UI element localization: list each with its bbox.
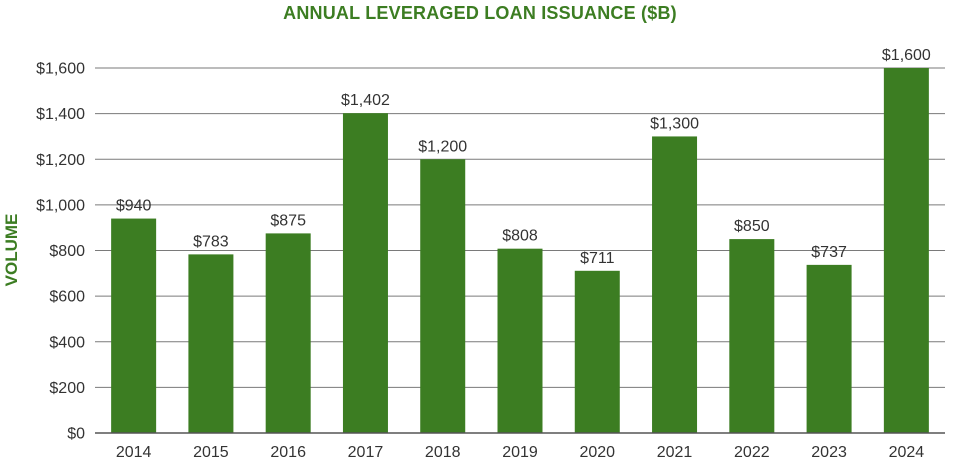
- x-tick-label: 2023: [811, 444, 847, 461]
- bar: [420, 159, 466, 433]
- x-tick-label: 2017: [348, 444, 384, 461]
- data-label: $737: [811, 244, 847, 261]
- bar: [652, 136, 698, 433]
- y-tick-label: $200: [49, 380, 85, 397]
- data-label: $875: [270, 212, 306, 229]
- y-tick-label: $1,600: [36, 61, 85, 78]
- data-label: $808: [502, 228, 538, 245]
- y-tick-label: $400: [49, 334, 85, 351]
- data-label: $850: [734, 218, 770, 235]
- x-tick-label: 2024: [889, 444, 925, 461]
- bar: [111, 218, 157, 433]
- x-tick-label: 2019: [502, 444, 538, 461]
- chart-title: ANNUAL LEVERAGED LOAN ISSUANCE ($B): [283, 3, 677, 23]
- bar: [806, 264, 852, 433]
- bar: [883, 68, 929, 433]
- x-tick-label: 2018: [425, 444, 461, 461]
- bar: [265, 233, 311, 433]
- bar: [188, 254, 234, 433]
- x-tick-label: 2014: [116, 444, 152, 461]
- y-tick-label: $1,200: [36, 152, 85, 169]
- x-tick-label: 2015: [193, 444, 229, 461]
- y-tick-label: $0: [67, 426, 85, 443]
- y-tick-label: $600: [49, 289, 85, 306]
- data-label: $940: [116, 198, 152, 215]
- x-tick-label: 2020: [579, 444, 615, 461]
- y-tick-label: $1,400: [36, 106, 85, 123]
- data-label: $1,600: [882, 47, 931, 64]
- bar: [342, 113, 388, 433]
- data-label: $1,402: [341, 92, 390, 109]
- data-label: $783: [193, 233, 229, 250]
- bar: [729, 239, 775, 433]
- data-label: $711: [580, 250, 615, 267]
- y-tick-label: $800: [49, 243, 85, 260]
- data-label: $1,300: [650, 115, 699, 132]
- bar: [574, 270, 620, 433]
- y-tick-label: $1,000: [36, 197, 85, 214]
- x-tick-label: 2016: [270, 444, 306, 461]
- x-tick-label: 2021: [657, 444, 693, 461]
- bar: [497, 248, 543, 433]
- data-label: $1,200: [418, 138, 467, 155]
- x-tick-label: 2022: [734, 444, 770, 461]
